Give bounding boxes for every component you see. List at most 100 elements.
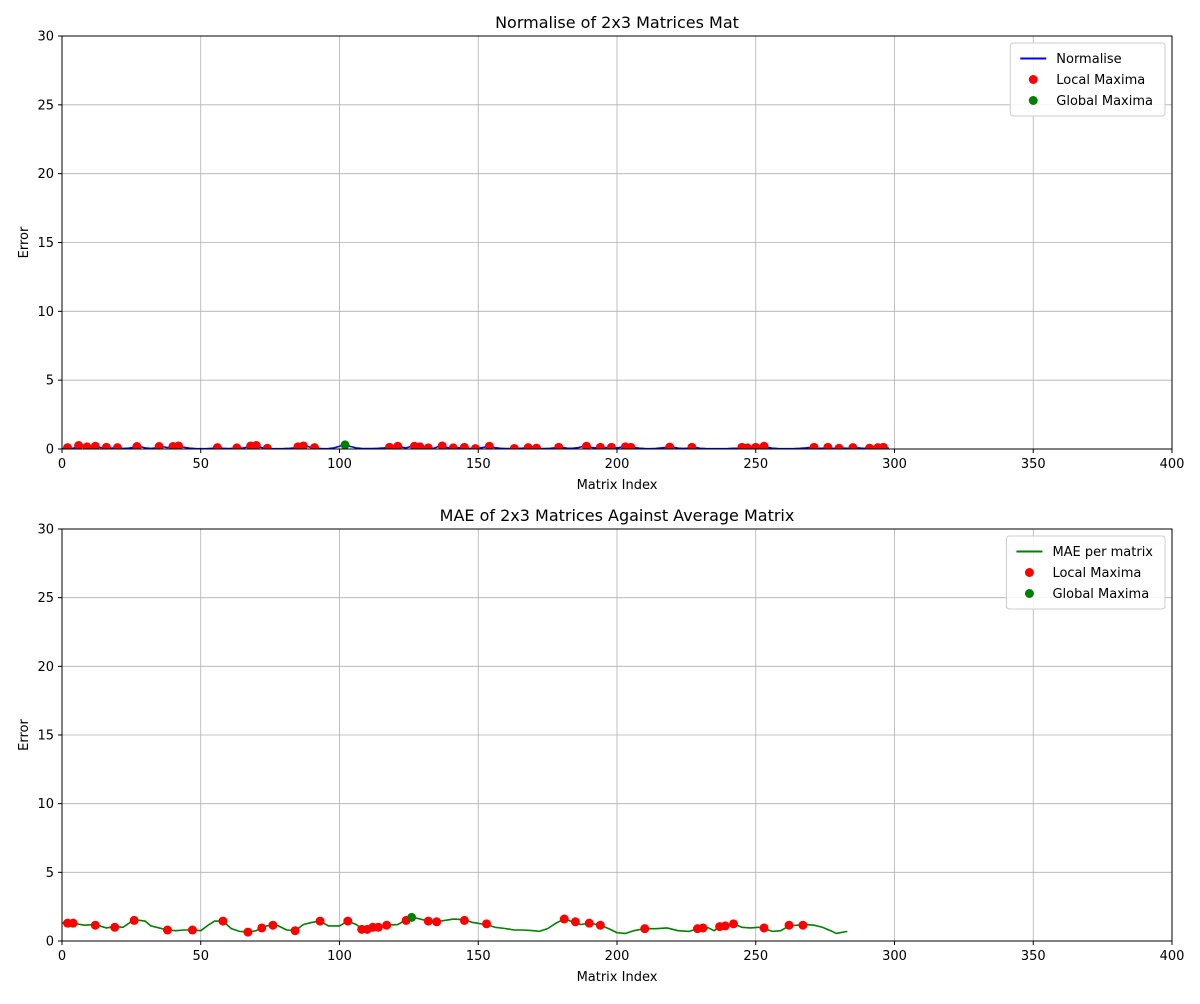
chart-2-local-maxima-point [243, 927, 253, 937]
chart-2-local-maxima-point [584, 918, 594, 928]
chart-1-local-maxima-point [509, 443, 519, 449]
chart-1-local-maxima-point [581, 441, 591, 449]
chart-2-local-maxima-point [640, 924, 650, 934]
chart-1-x-tick-label: 300 [882, 457, 907, 472]
chart-1-local-maxima-point [90, 441, 100, 449]
chart-1-legend-normalise-label: Normalise [1056, 52, 1121, 67]
chart-2-x-tick-label: 300 [882, 949, 907, 964]
chart-2-local-maxima-point [784, 920, 794, 930]
chart-1-legend-global-maxima-swatch [1028, 96, 1038, 105]
chart-1-local-maxima-point [809, 442, 819, 449]
chart-1-local-maxima-point [865, 443, 875, 449]
chart-2-local-maxima-point [257, 923, 267, 933]
chart-1-y-tick-label: 25 [37, 98, 54, 113]
chart-1-local-maxima-point [262, 443, 272, 449]
chart-1-local-maxima-point [415, 442, 425, 449]
chart-1-local-maxima-point [174, 441, 184, 449]
chart-2-legend-local-maxima-label: Local Maxima [1052, 566, 1141, 581]
chart-1-title: Normalise of 2x3 Matrices Mat [495, 13, 739, 32]
chart-2-y-axis-label: Error [17, 719, 32, 751]
chart-1-legend-global-maxima-label: Global Maxima [1056, 94, 1153, 109]
chart-2-title: MAE of 2x3 Matrices Against Average Matr… [440, 506, 795, 525]
chart-1-local-maxima-point [848, 443, 858, 449]
chart-2-local-maxima-point [290, 926, 300, 936]
chart-1-local-maxima-point [232, 443, 242, 449]
chart-2-x-tick-label: 250 [743, 949, 768, 964]
chart-2-x-tick-label: 100 [327, 949, 352, 964]
chart-1-local-maxima-point [532, 443, 542, 449]
chart-1-local-maxima-point [878, 442, 888, 449]
chart-1-x-tick-label: 200 [605, 457, 630, 472]
chart-1-x-tick-label: 0 [58, 457, 66, 472]
chart-2-local-maxima-point [559, 914, 569, 924]
chart-1: 0 50 100 150 200 250 300 350 400 0 5 10 15 20 25 30 Norm… [17, 13, 1184, 493]
chart-2-local-maxima-point [129, 915, 139, 925]
chart-1-x-tick-label: 400 [1160, 457, 1185, 472]
chart-1-local-maxima-point [554, 442, 564, 449]
chart-2-local-maxima-point [218, 916, 228, 926]
chart-1-legend: Normalise Local Maxima Global Maxima [1009, 42, 1166, 117]
chart-1-x-axis-label: Matrix Index [577, 478, 658, 493]
chart-2-x-tick-label: 0 [58, 949, 66, 964]
chart-2-local-maxima-point [382, 920, 392, 930]
chart-1-local-maxima-point [459, 442, 469, 449]
chart-1-local-maxima-point [595, 442, 605, 449]
chart-1-local-maxima-point [298, 441, 308, 449]
chart-1-data-layer [62, 440, 890, 449]
chart-2-x-tick-label: 400 [1160, 949, 1185, 964]
chart-2-local-maxima-point [90, 920, 100, 930]
chart-1-y-tick-label: 20 [37, 167, 54, 182]
chart-1-local-maxima-point [523, 443, 533, 449]
chart-1-local-maxima-point [154, 442, 164, 449]
chart-2-local-maxima-point [698, 923, 708, 933]
chart-2-local-maxima-point [798, 920, 808, 930]
chart-1-legend-local-maxima-swatch [1028, 75, 1038, 84]
chart-1-local-maxima-point [759, 441, 769, 449]
chart-2-local-maxima-point [759, 923, 769, 933]
chart-1-local-maxima-point [606, 442, 616, 449]
chart-1-local-maxima-point [448, 443, 458, 449]
chart-1-x-tick-label: 350 [1021, 457, 1046, 472]
chart-2-y-tick-label: 10 [37, 797, 54, 812]
chart-2-local-maxima-point [162, 925, 172, 935]
chart-2-local-maxima-point [729, 919, 739, 929]
chart-2-x-tick-label: 350 [1021, 949, 1046, 964]
chart-1-local-maxima-point [212, 443, 222, 449]
chart-1-local-maxima-point [251, 441, 261, 449]
chart-1-local-maxima-point [751, 442, 761, 449]
chart-2-local-maxima-point [373, 922, 383, 932]
chart-1-local-maxima-point [63, 443, 73, 449]
chart-1-local-maxima-point [834, 443, 844, 449]
chart-2-local-maxima-point [720, 921, 730, 931]
chart-1-local-maxima-point [437, 441, 447, 449]
chart-2-local-maxima-point [343, 916, 353, 926]
chart-2-local-maxima-point [315, 916, 325, 926]
chart-2-local-maxima-point [459, 915, 469, 925]
chart-2-local-maxima-point [68, 918, 78, 928]
chart-1-y-tick-label: 10 [37, 305, 54, 320]
chart-2-local-maxima-point [187, 925, 197, 935]
chart-1-local-maxima-point [393, 441, 403, 449]
chart-1-x-tick-label: 150 [466, 457, 491, 472]
chart-1-local-maxima-point [310, 443, 320, 449]
chart-1-local-maxima-point [74, 441, 84, 449]
chart-1-y-tick-label: 15 [37, 236, 54, 251]
chart-2-local-maxima-point [268, 920, 278, 930]
chart-2-legend-global-maxima-label: Global Maxima [1052, 587, 1149, 602]
chart-2-data-layer [62, 912, 848, 937]
chart-2-legend: MAE per matrix Local Maxima Global Maxima [1005, 535, 1166, 610]
chart-2-legend-box [1005, 535, 1166, 610]
chart-2-y-tick-label: 15 [37, 729, 54, 744]
chart-1-local-maxima-point [687, 442, 697, 449]
chart-2-x-tick-label: 150 [466, 949, 491, 964]
chart-2-local-maxima-point [570, 917, 580, 927]
chart-1-x-tick-label: 250 [743, 457, 768, 472]
chart-1-local-maxima-point [82, 442, 92, 449]
chart-2: 0 50 100 150 200 250 300 350 400 0 5 10 15 20 25 30 MAE … [17, 506, 1184, 985]
chart-1-local-maxima-point [484, 441, 494, 449]
chart-2-y-tick-label: 20 [37, 660, 54, 675]
chart-1-local-maxima-point [665, 442, 675, 449]
chart-1-local-maxima-point [101, 442, 111, 449]
